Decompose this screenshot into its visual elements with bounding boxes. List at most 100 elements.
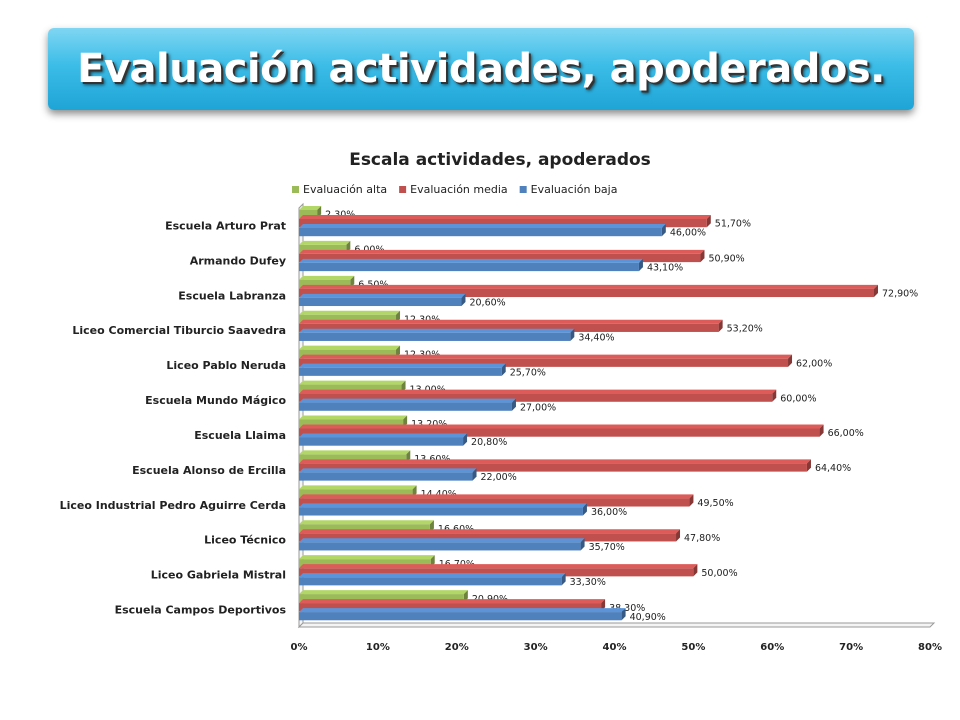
data-label: 53,20% xyxy=(727,323,763,334)
x-tick-label: 10% xyxy=(366,642,390,653)
category-label: Liceo Técnico xyxy=(204,534,286,547)
bar-top xyxy=(299,590,468,595)
bar-top xyxy=(299,459,811,464)
legend-swatch-2 xyxy=(519,186,527,193)
bar-end xyxy=(621,608,626,621)
bar xyxy=(299,297,462,307)
bar xyxy=(299,244,347,254)
bar-top xyxy=(299,310,401,315)
legend-label-0: Evaluación alta xyxy=(303,183,387,196)
bar xyxy=(299,559,431,568)
bar xyxy=(299,358,789,367)
bar-end xyxy=(501,363,506,376)
bar-end xyxy=(511,398,516,411)
bar xyxy=(299,594,464,603)
bar-top xyxy=(299,564,698,569)
bar-end xyxy=(461,293,466,307)
bar xyxy=(299,419,404,428)
bar-top xyxy=(299,503,587,508)
bar-top xyxy=(299,249,705,254)
category-label: Escuela Alonso de Ercilla xyxy=(132,464,286,477)
bar-top xyxy=(299,538,585,543)
bar xyxy=(299,507,583,516)
x-tick-label: 40% xyxy=(603,642,627,653)
bar-end xyxy=(561,573,566,586)
data-label: 47,80% xyxy=(684,533,720,544)
bar xyxy=(299,314,397,323)
data-label: 49,50% xyxy=(697,498,733,509)
data-label: 51,70% xyxy=(715,219,751,230)
data-label: 35,70% xyxy=(589,542,625,553)
bar-top xyxy=(299,240,351,245)
bar xyxy=(299,489,413,498)
category-label: Liceo Industrial Pedro Aguirre Cerda xyxy=(60,499,286,512)
category-label: Liceo Gabriela Mistral xyxy=(151,569,286,582)
bar xyxy=(299,437,464,446)
bar xyxy=(299,253,701,263)
bar xyxy=(299,577,562,586)
bar-top xyxy=(299,415,408,420)
category-label: Escuela Campos Deportivos xyxy=(115,604,287,617)
bar-end xyxy=(806,459,811,472)
data-label: 66,00% xyxy=(828,428,864,439)
bar xyxy=(299,612,622,621)
bar xyxy=(299,288,874,298)
bar-top xyxy=(299,258,643,263)
bar-end xyxy=(788,354,793,367)
bar-top xyxy=(299,328,575,333)
data-label: 36,00% xyxy=(591,507,627,518)
category-label: Escuela Labranza xyxy=(178,289,286,302)
bar-top xyxy=(299,599,606,604)
bar xyxy=(299,219,707,228)
bar-top xyxy=(299,433,468,438)
data-label: 50,00% xyxy=(701,568,737,579)
bar xyxy=(299,524,430,533)
bar-top xyxy=(299,485,417,490)
data-label: 34,40% xyxy=(578,332,614,343)
data-label: 40,90% xyxy=(630,612,666,623)
data-label: 72,90% xyxy=(882,289,918,300)
chart-title: Escala actividades, apoderados xyxy=(349,150,651,170)
bar-top xyxy=(299,380,406,385)
chart-floor xyxy=(297,622,936,628)
bar-top xyxy=(299,389,777,394)
data-label: 20,80% xyxy=(471,437,507,448)
data-label: 25,70% xyxy=(510,367,546,378)
bar xyxy=(299,349,397,358)
bar-end xyxy=(638,258,643,272)
bar-top xyxy=(299,424,824,429)
bar xyxy=(299,454,407,463)
x-tick-label: 0% xyxy=(291,642,308,653)
bar xyxy=(299,393,773,402)
bar-end xyxy=(873,284,878,298)
bar-top xyxy=(299,555,435,560)
data-label: 50,90% xyxy=(708,254,744,265)
data-label: 20,60% xyxy=(469,298,505,309)
bar-top xyxy=(299,573,566,578)
bar-top xyxy=(299,293,466,298)
bar-top xyxy=(299,275,355,280)
data-label: 60,00% xyxy=(780,393,816,404)
bar xyxy=(299,279,351,289)
bar xyxy=(299,323,719,332)
legend-swatch-0 xyxy=(292,186,299,193)
bar xyxy=(299,568,694,577)
bar-top xyxy=(299,319,723,324)
bar-top xyxy=(299,345,401,350)
category-label: Liceo Pablo Neruda xyxy=(166,359,286,372)
data-label: 27,00% xyxy=(520,402,556,413)
bar xyxy=(299,498,690,507)
bar-top xyxy=(299,354,793,359)
bar-end xyxy=(676,529,681,542)
bar-top xyxy=(299,215,711,219)
category-label: Liceo Comercial Tiburcio Saavedra xyxy=(72,324,286,337)
x-tick-label: 70% xyxy=(839,642,863,653)
bar-end xyxy=(582,503,587,516)
bar-end xyxy=(580,538,585,551)
bar-end xyxy=(472,468,477,481)
bar-end xyxy=(772,389,777,402)
bar-top xyxy=(299,450,411,455)
bar-top xyxy=(299,468,477,473)
bar-top xyxy=(299,608,626,613)
